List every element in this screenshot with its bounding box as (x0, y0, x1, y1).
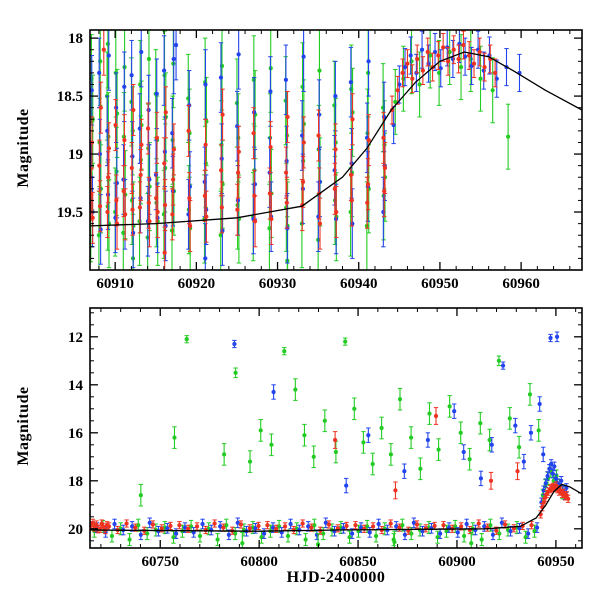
x-tick-label: 60930 (259, 276, 297, 292)
bottom-ticks (90, 308, 582, 548)
y-tick-label: 18.5 (57, 89, 83, 105)
y-tick-label: 12 (68, 330, 83, 346)
y-tick-label: 19 (68, 147, 83, 163)
x-tick-label: 60850 (339, 554, 377, 570)
x-tick-label: 60940 (340, 276, 378, 292)
y-tick-label: 19.5 (57, 205, 83, 221)
bottom-series-blue-band (94, 517, 540, 541)
x-tick-label: 60750 (141, 554, 179, 570)
top-frame (89, 29, 583, 271)
x-tick-label: 60900 (438, 554, 476, 570)
top-data-points (90, 30, 582, 270)
bottom-data-points (90, 331, 582, 548)
magnitude-axis-label-top: Magnitude (15, 108, 32, 188)
bottom-series-red-flares (332, 407, 520, 500)
y-tick-label: 18 (68, 31, 83, 47)
bottom-series-green-flares (138, 335, 541, 548)
y-tick-label: 14 (68, 378, 84, 394)
x-tick-label: 60800 (240, 554, 278, 570)
top-panel: 60910 60920 60930 60940 60950 60960 18 18.5 19 19… (57, 29, 583, 292)
x-tick-label: 60920 (178, 276, 216, 292)
magnitude-axis-label-bottom: Magnitude (15, 386, 32, 466)
hjd-axis-label: HJD-2400000 (286, 569, 386, 586)
x-tick-label: 60950 (421, 276, 459, 292)
x-tick-label: 60960 (502, 276, 540, 292)
bottom-frame (89, 307, 583, 549)
bottom-model-line (90, 483, 582, 532)
x-tick-label: 60950 (537, 554, 575, 570)
bottom-series-blue-flares (232, 331, 560, 494)
bottom-series-blue-outburst (539, 459, 569, 508)
y-tick-label: 20 (68, 522, 83, 538)
bottom-series-red-outburst (538, 481, 571, 519)
bottom-panel: 60750 60800 60850 60900 60950 12 14 16 18 20 (68, 307, 583, 570)
top-tick-labels: 60910 60920 60930 60940 60950 60960 18 18.5 19 19… (57, 31, 540, 292)
y-tick-label: 16 (68, 426, 84, 442)
x-tick-label: 60910 (96, 276, 134, 292)
bottom-tick-labels: 60750 60800 60850 60900 60950 12 14 16 18 20 (68, 330, 575, 570)
top-model-line (90, 51, 582, 227)
y-tick-label: 18 (68, 474, 83, 490)
top-ticks (90, 30, 582, 270)
